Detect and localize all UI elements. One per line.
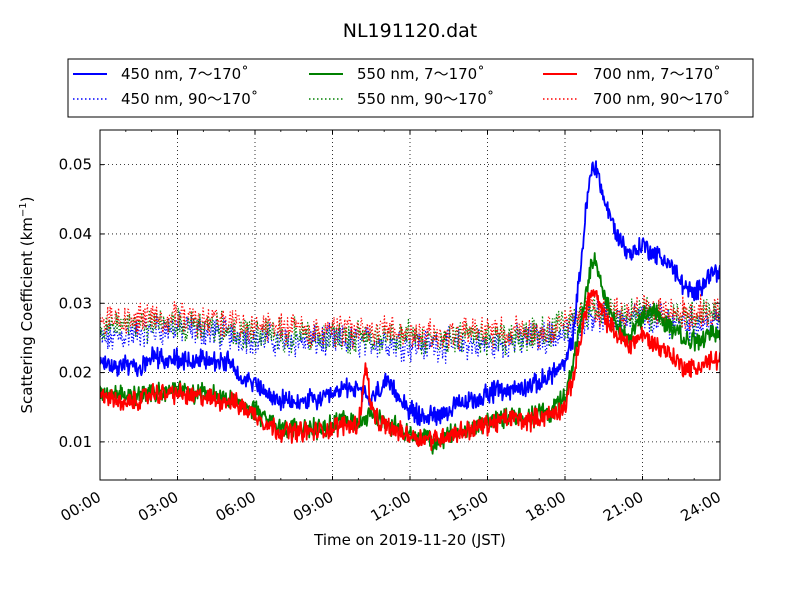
legend-label-3: 700 nm, 7～170˚ <box>593 65 721 83</box>
y-axis-label-tail: ) <box>18 196 36 202</box>
series-line-5 <box>100 252 720 455</box>
y-tick-label: 0.01 <box>59 433 92 451</box>
legend: 450 nm, 7～170˚ 550 nm, 7～170˚ 700 nm, 7～… <box>67 58 754 118</box>
y-tick-label: 0.02 <box>59 364 92 382</box>
legend-frame <box>67 58 754 118</box>
y-axis-label-main: Scattering Coefficient (km <box>18 217 36 413</box>
legend-label-2: 550 nm, 7～170˚ <box>357 65 485 83</box>
y-axis-label-unit-exponent: −1 <box>18 202 29 217</box>
series-line-6 <box>100 289 720 451</box>
series-line-2 <box>100 295 720 357</box>
legend-label-1: 450 nm, 7～170˚ <box>121 65 249 83</box>
y-axis-label: Scattering Coefficient (km−1) <box>18 196 36 413</box>
series-line-3 <box>100 293 720 351</box>
y-tick-label: 0.05 <box>59 156 92 174</box>
series-line-4 <box>100 160 720 427</box>
x-axis-label: Time on 2019-11-20 (JST) <box>313 531 506 549</box>
legend-label-4: 450 nm, 90～170˚ <box>121 90 258 108</box>
legend-label-6: 700 nm, 90～170˚ <box>593 90 730 108</box>
series-lines <box>100 160 720 455</box>
chart-title: NL191120.dat <box>343 20 478 42</box>
y-tick-label: 0.03 <box>59 294 92 312</box>
legend-label-5: 550 nm, 90～170˚ <box>357 90 494 108</box>
y-tick-label: 0.04 <box>59 225 92 243</box>
